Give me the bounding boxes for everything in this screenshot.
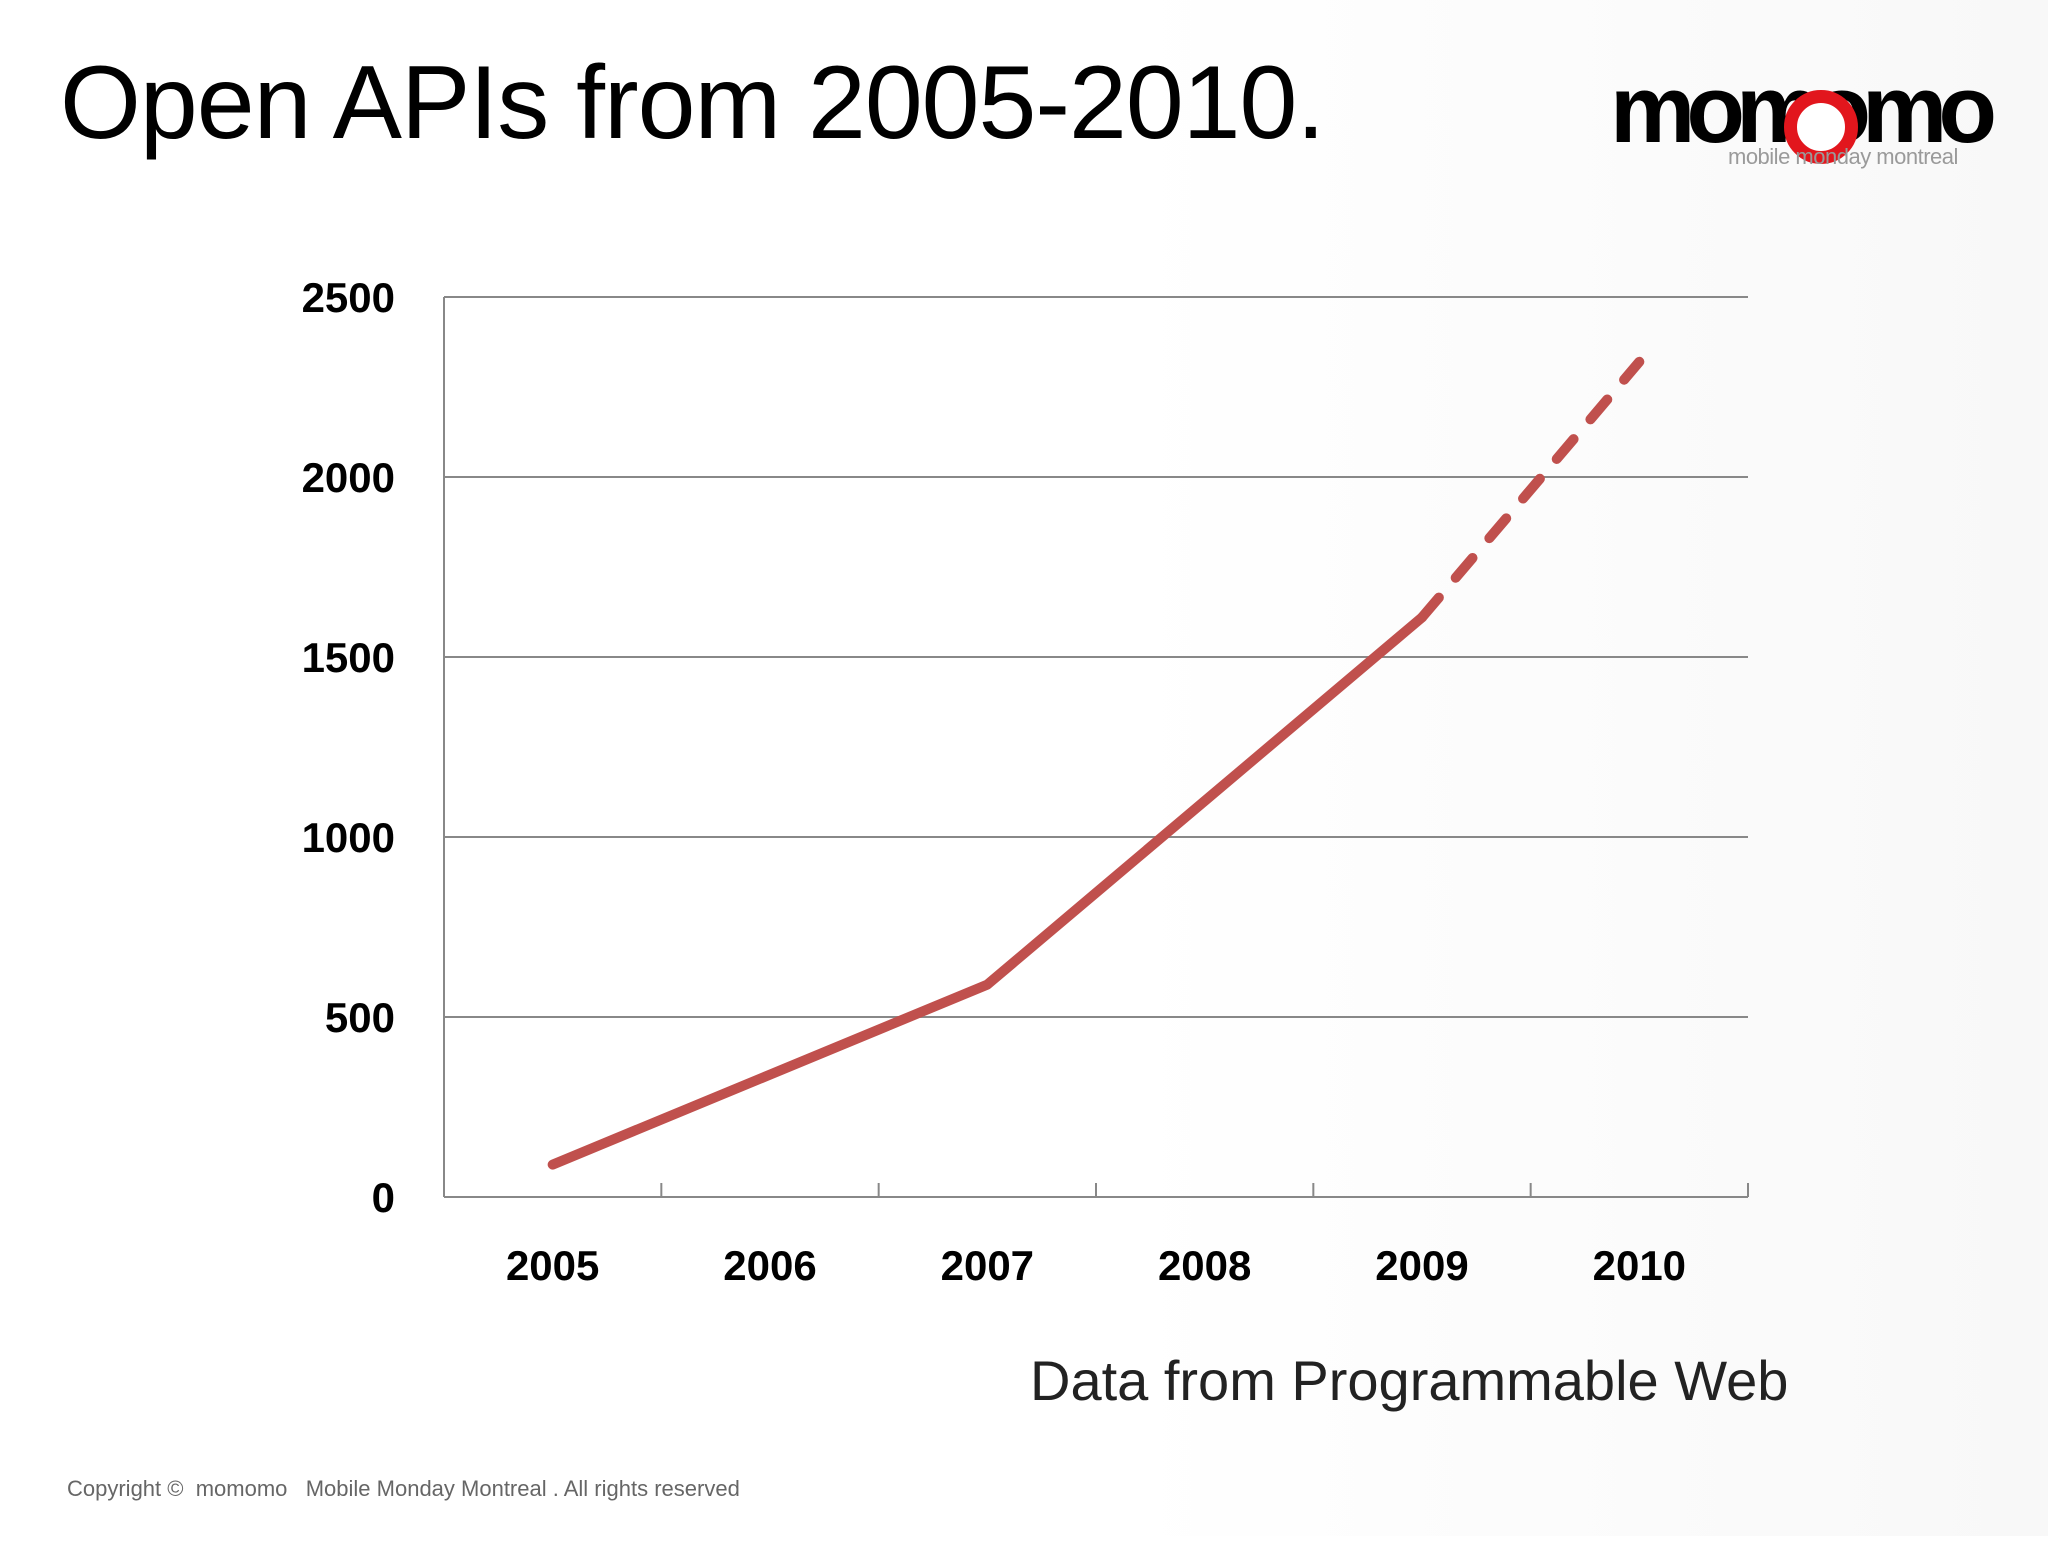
x-tick-label-2007: 2007 — [941, 1242, 1034, 1289]
x-tick-label-2009: 2009 — [1375, 1242, 1468, 1289]
copyright-footer: Copyright © momomo Mobile Monday Montrea… — [67, 1476, 740, 1502]
y-tick-label-500: 500 — [325, 994, 395, 1041]
y-tick-label-1500: 1500 — [302, 634, 395, 681]
x-tick-label-2008: 2008 — [1158, 1242, 1251, 1289]
x-tick-label-2005: 2005 — [506, 1242, 599, 1289]
y-tick-label-0: 0 — [372, 1174, 395, 1221]
y-tick-label-2000: 2000 — [302, 454, 395, 501]
grid-layer — [444, 297, 1748, 1017]
y-tick-label-2500: 2500 — [302, 274, 395, 321]
y-tick-label-1000: 1000 — [302, 814, 395, 861]
x-tick-label-2006: 2006 — [723, 1242, 816, 1289]
x-tick-label-2010: 2010 — [1593, 1242, 1686, 1289]
source-note: Data from Programmable Web — [1030, 1348, 1788, 1413]
axis-layer — [444, 297, 1748, 1197]
series-line-projected — [1422, 362, 1639, 618]
series-line-actual — [553, 617, 1422, 1164]
series-layer — [553, 362, 1640, 1165]
label-layer: 0 500 1000 1500 2000 2500 2005 2006 2007 2008 2009… — [302, 274, 1686, 1289]
